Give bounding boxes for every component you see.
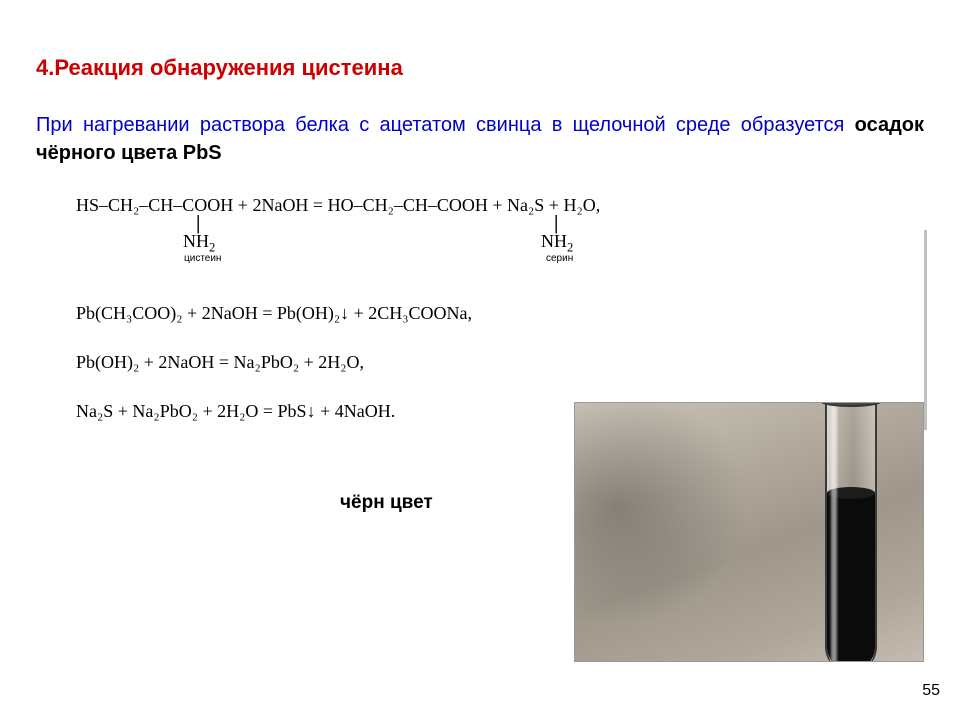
test-tube <box>817 402 885 662</box>
slide-title: 4.Реакция обнаружения цистеина <box>36 55 924 81</box>
equation-2: Pb(CH₃COO)₂ + 2NaOH = Pb(OH)₂↓ + 2CH₃COO… <box>76 303 884 324</box>
intro-part1: При нагревании раствора белка с ацетатом… <box>36 114 855 136</box>
page-number: 55 <box>922 682 940 700</box>
tube-highlight <box>831 403 837 662</box>
vertical-separator <box>924 230 927 430</box>
amino-name-right: серин <box>546 253 573 265</box>
nh2-right: NH2 <box>541 231 573 256</box>
amino-name-left: цистеин <box>184 253 221 265</box>
slide: 4.Реакция обнаружения цистеина При нагре… <box>0 0 960 720</box>
equation-3: Pb(OH)₂ + 2NaOH = Na₂PbO₂ + 2H₂O, <box>76 352 884 373</box>
nh2-left: NH2 <box>183 231 215 256</box>
color-label: чёрн цвет <box>340 492 433 514</box>
photo-shadow <box>575 403 784 661</box>
test-tube-photo <box>574 402 924 662</box>
equation-1: HS–CH₂–CH–COOH + 2NaOH = HO–CH₂–CH–COOH … <box>76 195 884 275</box>
intro-text: При нагревании раствора белка с ацетатом… <box>36 111 924 167</box>
equations-block: HS–CH₂–CH–COOH + 2NaOH = HO–CH₂–CH–COOH … <box>36 195 924 422</box>
